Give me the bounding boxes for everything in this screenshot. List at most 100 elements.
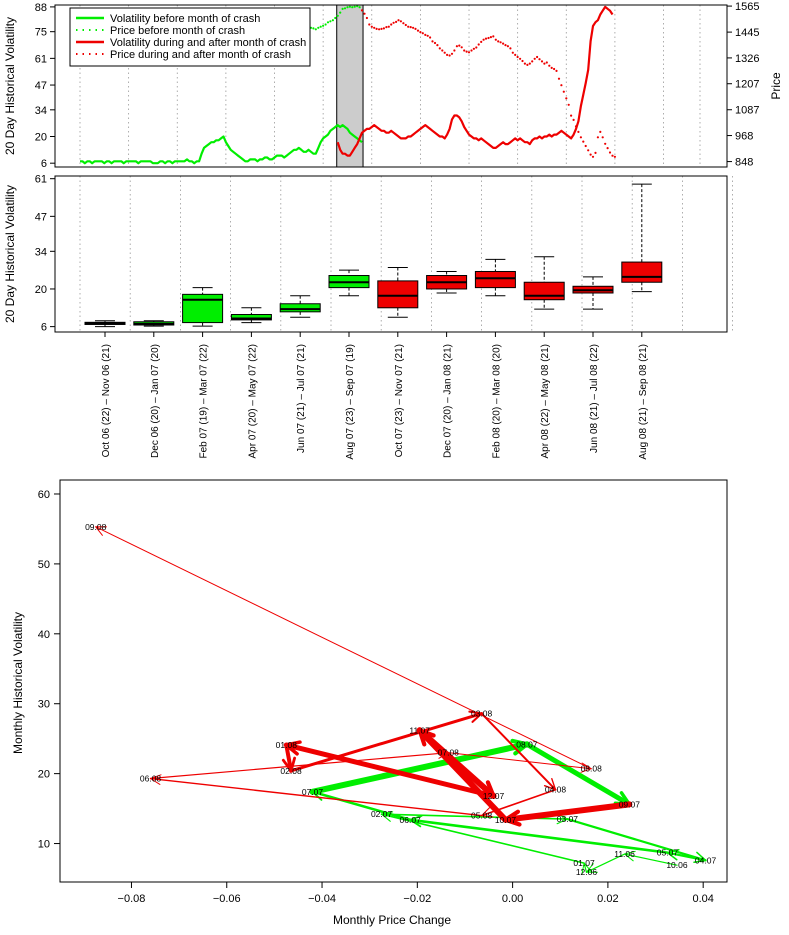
price-point bbox=[523, 62, 527, 65]
month-label: 07.08 bbox=[438, 748, 460, 758]
month-label: 12.06 bbox=[576, 867, 598, 877]
x-tick-label: −0.08 bbox=[118, 893, 146, 905]
price-point bbox=[443, 51, 446, 54]
category-label: Feb 07 (19) – Mar 07 (22) bbox=[199, 344, 210, 459]
month-label: 03.07 bbox=[557, 814, 579, 824]
boxplot-panel: 6 20 34 47 61 Oct 06 (22) – Nov 06 (21) Dec 06… bbox=[3, 174, 733, 460]
price-point bbox=[382, 27, 385, 30]
price-point bbox=[431, 40, 434, 43]
price-point bbox=[536, 55, 539, 59]
transition-arrow bbox=[149, 777, 483, 817]
price-point bbox=[392, 21, 395, 24]
price-point bbox=[460, 46, 463, 49]
legend-label: Price during and after month of crash bbox=[110, 49, 291, 61]
price-point bbox=[565, 97, 568, 100]
y-tick-label: 30 bbox=[38, 699, 50, 711]
price-point bbox=[397, 19, 400, 22]
price-point bbox=[502, 42, 505, 45]
price-point bbox=[336, 14, 339, 17]
price-point bbox=[489, 36, 492, 39]
legend-label: Price before month of crash bbox=[110, 25, 245, 37]
price-point bbox=[484, 37, 488, 40]
price-point bbox=[589, 153, 592, 156]
month-label: 01.08 bbox=[276, 740, 298, 750]
price-point bbox=[504, 44, 507, 47]
y-tick-label: 20 bbox=[38, 769, 50, 781]
price-point bbox=[341, 7, 344, 10]
price-point bbox=[412, 26, 415, 29]
panel-1-frame bbox=[54, 4, 728, 168]
price-point bbox=[480, 40, 483, 44]
price-point bbox=[446, 53, 449, 57]
price-point bbox=[453, 49, 456, 52]
transition-arrow bbox=[502, 801, 633, 823]
price-point bbox=[538, 58, 541, 61]
price-point bbox=[531, 60, 534, 63]
y2-tick-label: 1565 bbox=[735, 1, 759, 13]
price-point bbox=[387, 25, 390, 28]
price-point bbox=[467, 51, 471, 54]
transition-arrow bbox=[524, 741, 632, 807]
transition-arrow bbox=[666, 851, 707, 862]
price-point bbox=[509, 47, 512, 50]
price-point bbox=[519, 57, 522, 60]
price-point bbox=[587, 149, 590, 152]
price-point bbox=[455, 45, 458, 48]
y-tick-label: 88 bbox=[35, 2, 47, 14]
price-point bbox=[458, 44, 461, 47]
price-point bbox=[433, 41, 437, 45]
category-label: Jun 07 (21) – Jul 07 (21) bbox=[296, 344, 307, 453]
series-line-1 bbox=[336, 5, 614, 157]
transition-arrow bbox=[289, 712, 484, 773]
price-point bbox=[373, 26, 376, 29]
price-point bbox=[601, 136, 604, 139]
price-point bbox=[579, 136, 583, 139]
price-point bbox=[334, 16, 337, 20]
y-tick-label: 50 bbox=[38, 559, 50, 571]
price-point bbox=[360, 9, 364, 12]
box bbox=[621, 261, 663, 283]
price-point bbox=[329, 20, 332, 23]
price-point bbox=[492, 35, 495, 38]
month-label: 12.07 bbox=[483, 791, 505, 801]
price-point bbox=[385, 26, 388, 29]
price-point bbox=[319, 25, 322, 28]
month-label: 04.08 bbox=[545, 785, 567, 795]
x-tick-label: −0.06 bbox=[213, 893, 241, 905]
price-point bbox=[363, 12, 366, 15]
price-point bbox=[594, 151, 597, 154]
price-point bbox=[324, 23, 327, 26]
price-point bbox=[470, 49, 473, 52]
price-point bbox=[574, 125, 578, 128]
category-label: Apr 07 (20) – May 07 (22) bbox=[247, 344, 258, 459]
price-point bbox=[375, 27, 378, 30]
category-label: Dec 07 (20) – Jan 08 (21) bbox=[443, 344, 454, 458]
price-point bbox=[577, 130, 580, 133]
category-label: Aug 08 (21) – Sep 08 (21) bbox=[638, 344, 649, 460]
month-label: 10.06 bbox=[666, 860, 688, 870]
price-point bbox=[331, 19, 334, 22]
panel-1-y-label: 20 Day Historical Volatility bbox=[3, 17, 17, 155]
price-point bbox=[358, 6, 361, 9]
y-tick-label: 6 bbox=[41, 158, 47, 170]
price-point bbox=[465, 50, 468, 53]
price-point bbox=[497, 40, 500, 43]
price-point bbox=[540, 60, 544, 63]
panel-3-x-label: Monthly Price Change bbox=[333, 913, 451, 927]
price-point bbox=[487, 36, 490, 40]
month-label: 11.06 bbox=[614, 849, 635, 859]
price-point bbox=[584, 144, 587, 148]
price-point bbox=[506, 45, 509, 48]
month-label: 08.07 bbox=[516, 739, 538, 749]
y-tick-label: 34 bbox=[35, 105, 47, 117]
price-point bbox=[543, 62, 546, 65]
price-point bbox=[346, 6, 349, 9]
price-point bbox=[582, 140, 585, 143]
x-tick-label: −0.02 bbox=[403, 893, 431, 905]
panel-1-y2-label: Price bbox=[769, 72, 783, 100]
price-point bbox=[511, 51, 514, 54]
y-tick-label: 34 bbox=[35, 246, 47, 258]
price-point bbox=[424, 33, 427, 37]
